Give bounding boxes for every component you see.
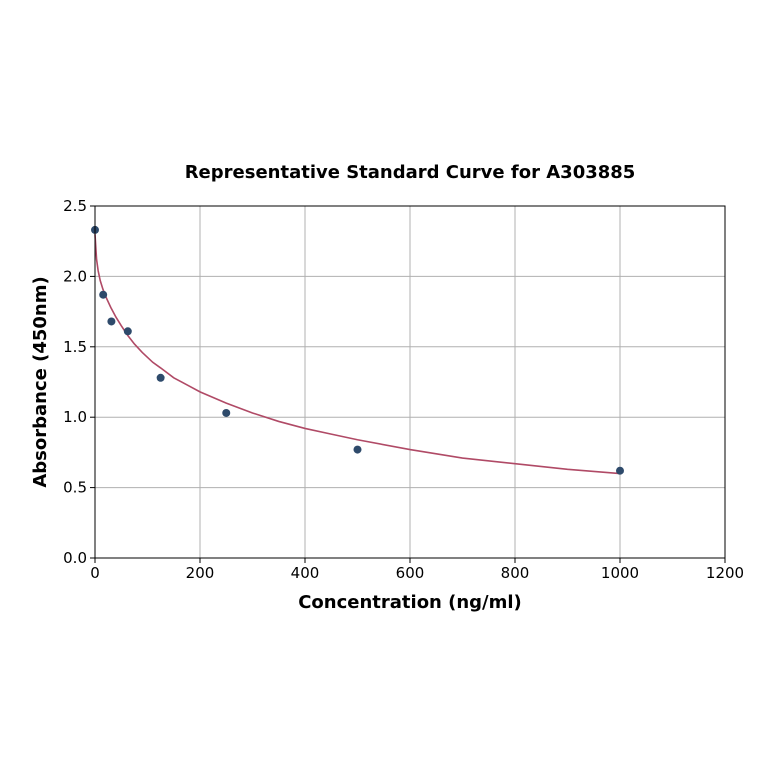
- data-point: [616, 466, 624, 475]
- data-point: [353, 445, 362, 454]
- y-tick-label: 0.0: [63, 549, 87, 567]
- data-point: [123, 327, 132, 336]
- y-tick-label: 1.5: [63, 338, 87, 356]
- data-point: [107, 317, 116, 326]
- x-tick-label: 400: [291, 564, 320, 582]
- grid-lines: [94, 205, 726, 559]
- x-axis-ticks: 0 200 400 600 800 1000 1200: [90, 558, 744, 582]
- data-point: [222, 408, 231, 417]
- data-points-layer: [91, 225, 624, 475]
- y-axis-label: Absorbance (450nm): [30, 276, 51, 487]
- y-tick-label: 1.0: [63, 408, 87, 426]
- y-axis-ticks: 0.0 0.5 1.0 1.5 2.0 2.5: [63, 197, 95, 567]
- x-axis-label: Concentration (ng/ml): [298, 592, 522, 613]
- x-tick-label: 1000: [601, 564, 639, 582]
- fitted-curve-layer: [94, 234, 621, 475]
- y-tick-label: 2.0: [63, 267, 87, 285]
- data-point: [156, 373, 165, 382]
- x-tick-label: 800: [501, 564, 530, 582]
- fitted-curve-line: [94, 234, 621, 475]
- data-point: [99, 290, 108, 299]
- x-tick-label: 0: [90, 564, 100, 582]
- x-tick-label: 600: [396, 564, 425, 582]
- y-tick-label: 2.5: [63, 197, 87, 215]
- x-tick-label: 200: [186, 564, 215, 582]
- chart-title: Representative Standard Curve for A30388…: [185, 162, 636, 183]
- y-tick-label: 0.5: [63, 479, 87, 497]
- x-tick-label: 1200: [706, 564, 744, 582]
